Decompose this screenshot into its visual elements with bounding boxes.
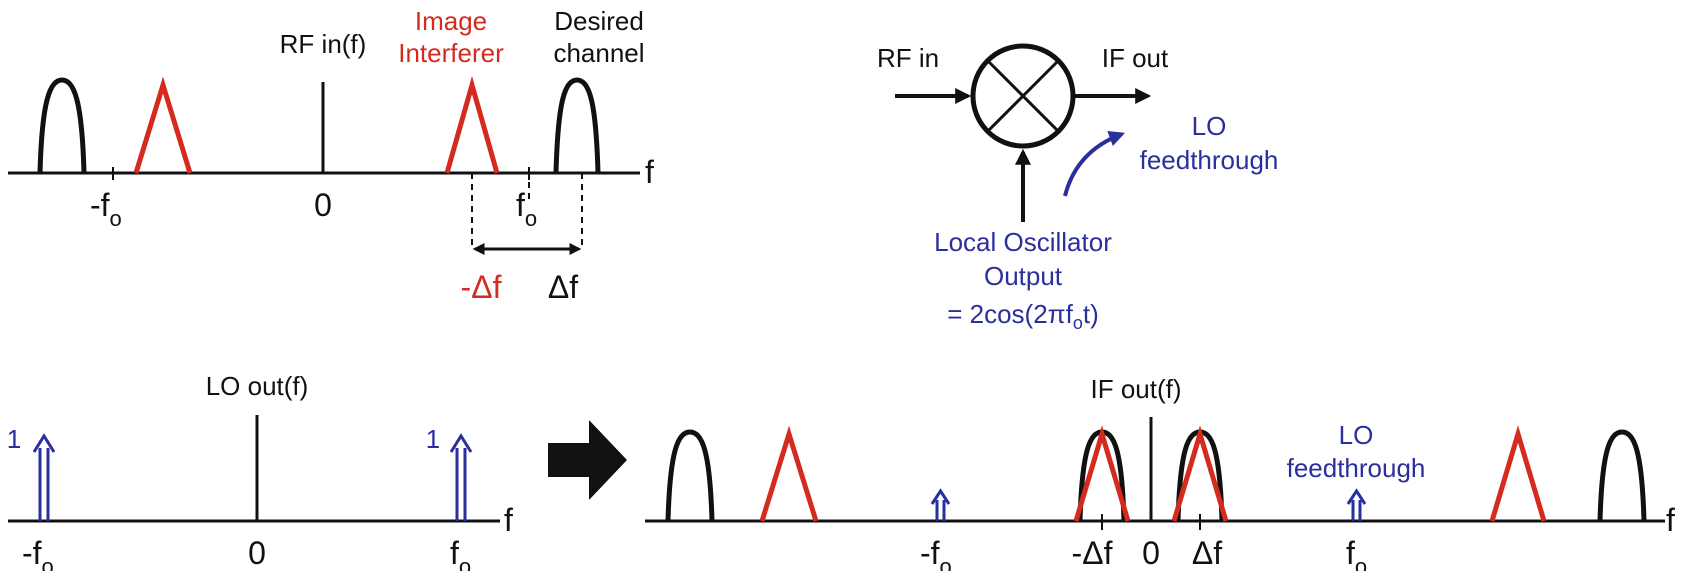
lo-output-label-line1: Local Oscillator bbox=[934, 227, 1112, 257]
rf-image-label-line2: Interferer bbox=[398, 38, 504, 68]
mixer-block: RF in IF out LO feedthrough Local Oscill… bbox=[877, 43, 1278, 333]
if-image-neg-delta bbox=[1073, 425, 1131, 522]
lo-output-label-line2: Output bbox=[984, 261, 1063, 291]
if-lo-feedthrough-negative bbox=[930, 488, 951, 521]
if-lo-feedthrough-line1: LO bbox=[1339, 420, 1374, 450]
mixer-cross-2 bbox=[986, 59, 1060, 133]
if-image-far-negative bbox=[759, 425, 819, 522]
rf-tick-pos-fo-label: fo bbox=[516, 187, 537, 231]
lo-spectrum: f LO out(f) 1 1 -fo 0 fo bbox=[7, 371, 513, 571]
rf-tick-neg-fo-label: -fo bbox=[90, 187, 122, 231]
if-lo-feedthrough-line2: feedthrough bbox=[1287, 453, 1426, 483]
rf-desired-channel-positive bbox=[553, 77, 601, 174]
lo-impulse-positive bbox=[449, 433, 473, 521]
mixer-lo-feedthrough-line1: LO bbox=[1192, 111, 1227, 141]
lo-tick-zero-label: 0 bbox=[248, 535, 266, 571]
if-axis-f-label: f bbox=[1666, 502, 1675, 538]
lo-impulse-negative-value: 1 bbox=[7, 424, 21, 454]
lo-output-equation: = 2cos(2πfot) bbox=[947, 299, 1099, 333]
rf-tick-zero-label: 0 bbox=[314, 187, 332, 223]
rf-spectrum: f RF in(f) Image Interferer Desired chan… bbox=[8, 6, 654, 305]
if-desired-channel-far-positive bbox=[1597, 429, 1647, 522]
lo-tick-pos-fo-label: fo bbox=[450, 535, 471, 571]
if-tick-neg-fo-label: -fo bbox=[920, 535, 952, 571]
if-lo-feedthrough-positive bbox=[1346, 488, 1367, 521]
if-image-pos-delta bbox=[1171, 425, 1229, 522]
if-title: IF out(f) bbox=[1090, 374, 1181, 404]
lo-axis-f-label: f bbox=[504, 502, 513, 538]
lo-impulse-positive-value: 1 bbox=[426, 424, 440, 454]
mixer-circle bbox=[970, 43, 1076, 149]
lo-tick-neg-fo-label: -fo bbox=[22, 535, 54, 571]
if-image-far-positive bbox=[1489, 425, 1547, 522]
rf-image-interferer-positive bbox=[444, 75, 500, 174]
rf-image-label-line1: Image bbox=[415, 6, 487, 36]
if-desired-channel-far-negative bbox=[665, 429, 715, 522]
rf-neg-delta-label: -Δf bbox=[461, 269, 502, 305]
lo-title: LO out(f) bbox=[206, 371, 309, 401]
rf-desired-label-line2: channel bbox=[553, 38, 644, 68]
if-tick-zero-label: 0 bbox=[1142, 535, 1160, 571]
if-desired-channel-pos-delta bbox=[1175, 429, 1225, 522]
lo-feedthrough-arrow bbox=[1063, 131, 1125, 197]
if-tick-pos-fo-label: fo bbox=[1346, 535, 1367, 571]
rf-desired-label-line1: Desired bbox=[554, 6, 644, 36]
mixing-result-arrow bbox=[548, 420, 627, 500]
if-spectrum: f IF out(f) LO feedthrough -fo -Δf 0 Δf … bbox=[645, 374, 1675, 571]
rf-image-interferer-negative bbox=[133, 76, 193, 174]
if-desired-channel-neg-delta bbox=[1077, 429, 1127, 522]
lo-impulse-negative bbox=[32, 433, 56, 521]
if-tick-pos-delta-label: Δf bbox=[1192, 535, 1222, 571]
if-tick-neg-delta-label: -Δf bbox=[1072, 535, 1113, 571]
mixer-lo-feedthrough-line2: feedthrough bbox=[1140, 145, 1279, 175]
rf-axis-f-label: f bbox=[645, 154, 654, 190]
rf-title: RF in(f) bbox=[280, 29, 367, 59]
rf-pos-delta-label: Δf bbox=[548, 269, 578, 305]
rf-in-label: RF in bbox=[877, 43, 939, 73]
if-out-label: IF out bbox=[1102, 43, 1169, 73]
rf-desired-channel-negative bbox=[37, 77, 87, 174]
